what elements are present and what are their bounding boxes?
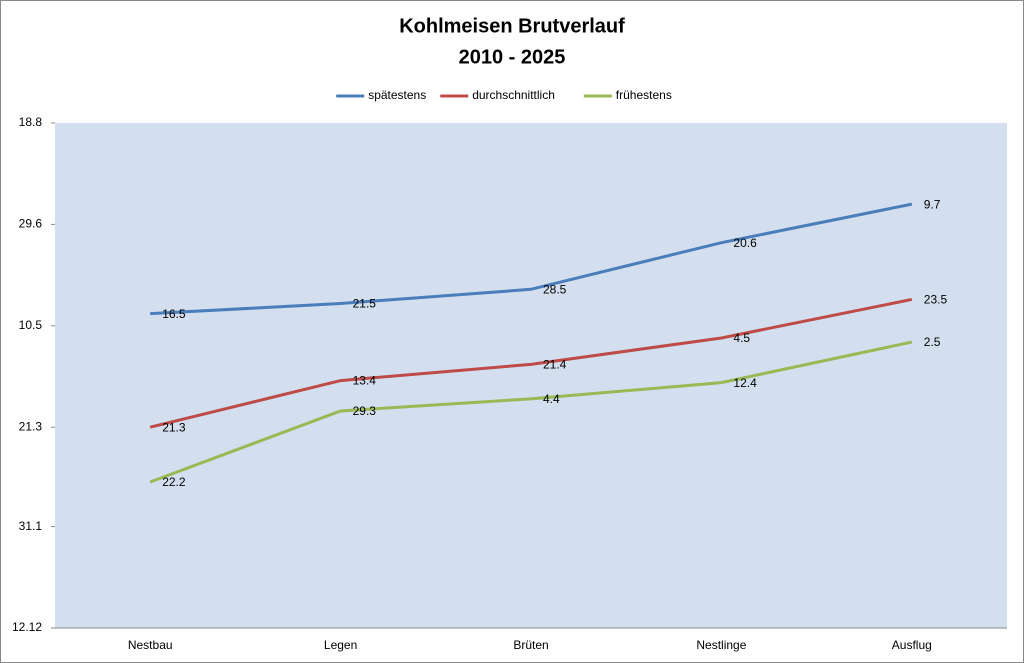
x-tick-label: Legen	[324, 638, 357, 652]
legend-label: spätestens	[368, 88, 426, 102]
legend-label: durchschnittlich	[472, 88, 555, 102]
chart-title: Kohlmeisen Brutverlauf	[399, 15, 625, 37]
y-tick-label: 21.3	[19, 419, 43, 433]
data-label: 28.5	[543, 282, 567, 296]
series-line	[149, 297, 913, 429]
chart-subtitle: 2010 - 2025	[459, 46, 566, 68]
legend-label: frühestens	[616, 88, 672, 102]
data-label: 23.5	[924, 293, 948, 307]
data-label: 9.7	[924, 197, 941, 211]
y-tick-label: 18.8	[19, 115, 43, 129]
data-label: 13.4	[353, 374, 377, 388]
data-label: 21.3	[162, 420, 186, 434]
data-label: 2.5	[924, 335, 941, 349]
x-tick-label: Ausflug	[892, 638, 932, 652]
data-label: 20.6	[733, 236, 757, 250]
data-label: 21.5	[353, 297, 377, 311]
y-tick-label: 31.1	[19, 519, 43, 533]
y-tick-label: 12.12	[12, 620, 42, 634]
x-tick-label: Nestlinge	[696, 638, 746, 652]
data-label: 22.2	[162, 475, 186, 489]
x-tick-label: Nestbau	[128, 638, 173, 652]
y-tick-label: 29.6	[19, 217, 43, 231]
y-tick-label: 10.5	[19, 318, 43, 332]
x-tick-label: Brüten	[513, 638, 548, 652]
data-label: 4.4	[543, 392, 560, 406]
data-label: 12.4	[733, 376, 757, 390]
plot-area	[55, 123, 1007, 628]
data-label: 16.5	[162, 307, 186, 321]
data-label: 29.3	[353, 404, 377, 418]
series-line	[150, 202, 913, 316]
data-label: 4.5	[733, 331, 750, 345]
data-label: 21.4	[543, 358, 567, 372]
series-line	[149, 340, 913, 484]
